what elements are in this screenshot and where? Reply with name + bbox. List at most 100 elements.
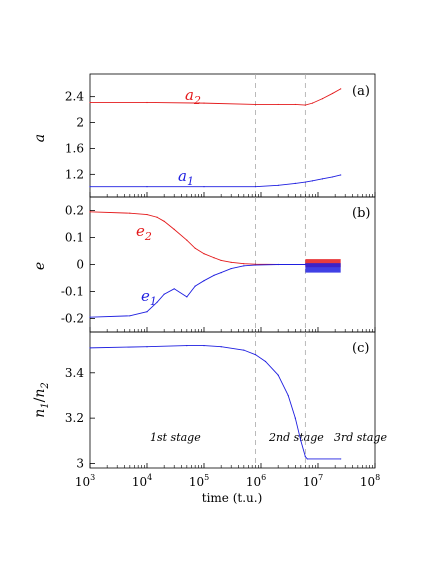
- series-line-b-2: [89, 264, 306, 318]
- data-point-c-1-5: [243, 349, 245, 351]
- series-label-a1-main: a: [178, 167, 187, 185]
- xtick-label-exp-0: 3: [90, 473, 95, 482]
- series-label-a2-sub: 2: [193, 94, 201, 107]
- xtick-label-5: 108: [360, 473, 380, 489]
- data-point-b-2-13: [254, 264, 257, 266]
- data-point-c-1-2: [186, 345, 188, 347]
- data-point-a-2-9: [331, 176, 334, 178]
- data-point-c-1-9: [287, 394, 289, 397]
- data-point-c-1-1: [146, 346, 148, 348]
- series-label-e1: e1: [141, 287, 157, 308]
- data-point-b-2-14: [277, 263, 279, 266]
- panel-b-label: (b): [352, 206, 370, 221]
- data-point-b-1-1: [129, 212, 131, 214]
- data-point-a-2-4: [277, 184, 279, 186]
- data-point-b-2-4: [163, 293, 165, 295]
- data-point-a-2-10: [340, 174, 342, 176]
- stage-label-2: 2nd stage: [268, 431, 324, 444]
- data-point-c-1-4: [220, 346, 222, 348]
- ytick-label-b-2: 0: [76, 258, 84, 272]
- data-point-b-1-6: [186, 239, 188, 241]
- ytick-label-b-0: -0.2: [61, 312, 84, 326]
- data-point-c-1-12: [304, 456, 306, 458]
- data-point-b-1-4: [163, 220, 165, 222]
- data-point-b-2-15: [304, 263, 306, 266]
- data-point-b-1-5: [173, 228, 175, 230]
- data-point-b-2-11: [230, 267, 232, 270]
- xtick-label-4: 107: [303, 473, 323, 489]
- panel-c-ylabel-sub2: 2: [40, 382, 51, 389]
- panel-a-ylabel: a: [32, 134, 48, 142]
- ytick-label-a-2: 2: [76, 116, 84, 130]
- data-point-a-2-5: [294, 182, 296, 185]
- xtick-label-exp-3: 6: [261, 473, 266, 482]
- xtick-label-exp-1: 4: [147, 473, 152, 482]
- data-point-b-1-8: [203, 253, 205, 255]
- ytick-label-a-3: 2.4: [65, 90, 84, 104]
- series-label-e1-sub: 1: [150, 295, 157, 308]
- data-point-b-1-0: [89, 211, 91, 213]
- stage-label-3: 3rd stage: [334, 431, 387, 444]
- data-point-b-2-3: [156, 301, 158, 303]
- xtick-label-base-2: 10: [189, 475, 204, 489]
- ytick-label-c-0: 3: [76, 456, 84, 470]
- series-line-a-2: [90, 174, 341, 188]
- xtick-label-1: 104: [132, 473, 152, 489]
- x-axis-label: time (t.u.): [202, 491, 263, 505]
- panel-b-ylabel: e: [32, 262, 48, 270]
- xtick-label-base-5: 10: [360, 475, 375, 489]
- xtick-label-0: 103: [75, 473, 95, 489]
- data-point-c-1-6: [254, 354, 257, 356]
- data-point-a-1-3: [254, 103, 257, 106]
- data-point-a-2-0: [89, 186, 91, 188]
- data-point-b-2-0: [89, 316, 91, 318]
- xtick-label-3: 106: [246, 473, 266, 489]
- data-point-a-1-2: [203, 102, 205, 104]
- series-label-a1-sub: 1: [187, 175, 194, 188]
- series-label-a2: a2: [185, 86, 201, 107]
- series-label-e2-sub: 2: [144, 230, 152, 243]
- xtick-label-base-4: 10: [303, 475, 318, 489]
- data-point-b-2-1: [129, 315, 131, 317]
- data-point-a-1-5: [294, 103, 296, 106]
- ytick-label-a-1: 1.6: [65, 141, 84, 155]
- panel-c-label: (c): [352, 341, 369, 356]
- panel-c-ylabel-n2: n: [32, 389, 48, 398]
- ytick-label-c-1: 3.2: [65, 411, 84, 425]
- data-point-b-2-10: [220, 272, 222, 274]
- xtick-label-exp-2: 5: [204, 473, 209, 482]
- ytick-label-b-3: 0.1: [65, 231, 84, 245]
- ytick-label-a-0: 1.2: [65, 167, 84, 181]
- panel-a-frame: [89, 73, 376, 198]
- data-point-c-1-7: [264, 360, 267, 363]
- data-point-c-1-8: [277, 374, 279, 376]
- ytick-label-b-4: 0.2: [65, 204, 84, 218]
- data-point-b-2-5: [173, 288, 175, 290]
- data-point-b-2-7: [194, 285, 196, 287]
- data-point-c-1-11: [300, 440, 302, 442]
- xtick-label-2: 105: [189, 473, 209, 489]
- data-point-a-1-4: [277, 103, 279, 106]
- data-point-c-1-10: [294, 417, 296, 419]
- series-line-b-1: [89, 211, 306, 265]
- data-point-b-1-11: [230, 261, 232, 263]
- xtick-label-base-1: 10: [132, 475, 147, 489]
- data-point-c-1-0: [89, 347, 91, 349]
- data-point-a-1-1: [146, 101, 148, 104]
- data-point-b-1-9: [213, 257, 215, 259]
- ytick-label-c-2: 3.4: [65, 366, 84, 380]
- series-label-a1: a1: [178, 167, 194, 188]
- data-point-b-2-2: [146, 311, 148, 313]
- data-point-a-1-6: [304, 104, 306, 106]
- data-point-b-2-6: [186, 296, 188, 298]
- xtick-label-base-0: 10: [75, 475, 90, 489]
- data-point-b-1-3: [156, 216, 158, 218]
- data-point-a-2-1: [146, 186, 148, 188]
- data-point-a-2-2: [203, 186, 205, 188]
- ytick-label-b-1: -0.1: [61, 285, 84, 299]
- data-point-c-1-14: [340, 458, 342, 460]
- data-point-a-1-9: [331, 92, 334, 95]
- panel-a-label: (a): [352, 84, 370, 99]
- data-point-a-1-8: [321, 98, 324, 100]
- data-point-a-1-0: [89, 101, 91, 104]
